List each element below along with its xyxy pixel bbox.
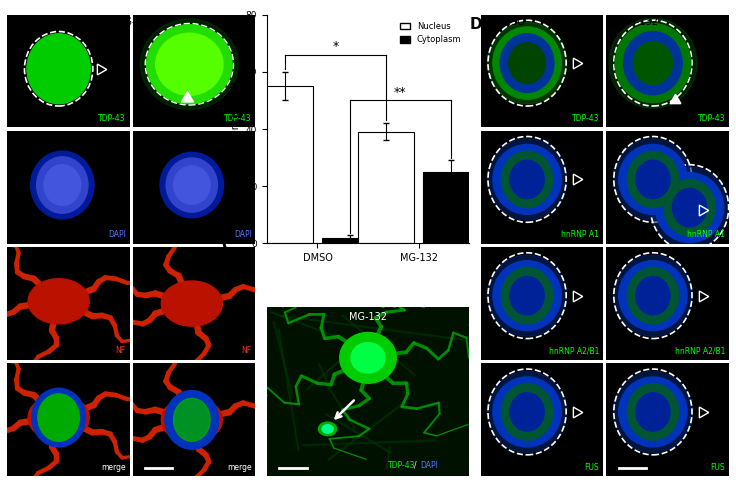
- Ellipse shape: [487, 255, 567, 336]
- Ellipse shape: [650, 167, 729, 248]
- Ellipse shape: [613, 139, 693, 220]
- Ellipse shape: [509, 43, 545, 84]
- Ellipse shape: [615, 24, 691, 103]
- Ellipse shape: [634, 42, 673, 85]
- Text: A: A: [11, 17, 23, 32]
- Text: B: B: [221, 17, 233, 32]
- Ellipse shape: [493, 144, 562, 214]
- Ellipse shape: [174, 399, 210, 441]
- Text: D: D: [470, 17, 482, 32]
- Ellipse shape: [623, 32, 682, 95]
- Ellipse shape: [493, 27, 562, 99]
- Ellipse shape: [156, 33, 223, 95]
- Ellipse shape: [319, 422, 336, 435]
- Ellipse shape: [510, 160, 544, 199]
- Ellipse shape: [627, 384, 679, 440]
- Ellipse shape: [44, 165, 81, 206]
- Ellipse shape: [510, 393, 544, 431]
- Text: DAPI: DAPI: [108, 230, 126, 239]
- Text: TDP-43: TDP-43: [698, 114, 725, 123]
- Ellipse shape: [165, 390, 219, 449]
- Ellipse shape: [636, 160, 670, 199]
- Text: MG-132: MG-132: [620, 17, 658, 27]
- Ellipse shape: [619, 260, 687, 330]
- Ellipse shape: [664, 179, 715, 236]
- Text: /: /: [414, 461, 417, 469]
- Ellipse shape: [636, 277, 670, 315]
- Polygon shape: [161, 281, 222, 326]
- Ellipse shape: [627, 151, 679, 208]
- Ellipse shape: [609, 18, 697, 108]
- Text: DMSO: DMSO: [495, 17, 525, 27]
- Ellipse shape: [487, 139, 567, 220]
- Ellipse shape: [27, 34, 91, 104]
- Text: NF: NF: [116, 347, 126, 355]
- Text: merge: merge: [102, 463, 126, 472]
- Text: *: *: [333, 40, 339, 53]
- Ellipse shape: [619, 144, 687, 214]
- Bar: [322, 238, 378, 243]
- Text: hnRNP A1: hnRNP A1: [562, 230, 599, 239]
- Y-axis label: Fluorescence (AFU): Fluorescence (AFU): [230, 82, 240, 176]
- Ellipse shape: [501, 151, 553, 208]
- Bar: [257, 86, 314, 243]
- Ellipse shape: [493, 377, 562, 447]
- Text: TDP-43: TDP-43: [388, 461, 416, 469]
- Bar: [422, 172, 479, 243]
- Ellipse shape: [146, 25, 232, 104]
- Ellipse shape: [160, 152, 224, 218]
- Text: hnRNP A1: hnRNP A1: [687, 230, 725, 239]
- Text: merge: merge: [227, 463, 252, 472]
- Text: TDP-43: TDP-43: [99, 114, 126, 123]
- Text: **: **: [394, 86, 406, 99]
- Ellipse shape: [487, 22, 567, 104]
- Text: DAPI: DAPI: [420, 461, 439, 469]
- Text: hnRNP A2/B1: hnRNP A2/B1: [675, 347, 725, 355]
- Ellipse shape: [487, 371, 567, 452]
- Text: NF: NF: [241, 347, 252, 355]
- Ellipse shape: [38, 394, 79, 441]
- Ellipse shape: [627, 267, 679, 324]
- Ellipse shape: [673, 189, 707, 227]
- Legend: Nucleus, Cytoplasm: Nucleus, Cytoplasm: [397, 19, 465, 48]
- Ellipse shape: [493, 260, 562, 330]
- Text: MG-132: MG-132: [116, 17, 154, 27]
- Ellipse shape: [636, 393, 670, 431]
- Ellipse shape: [613, 371, 693, 452]
- Ellipse shape: [510, 277, 544, 315]
- Polygon shape: [351, 343, 385, 373]
- Ellipse shape: [501, 267, 553, 324]
- Polygon shape: [340, 332, 396, 383]
- Ellipse shape: [174, 166, 210, 204]
- Polygon shape: [161, 397, 222, 442]
- Ellipse shape: [501, 384, 553, 440]
- Polygon shape: [28, 279, 89, 324]
- Ellipse shape: [166, 158, 217, 212]
- Polygon shape: [28, 395, 89, 440]
- Ellipse shape: [31, 151, 94, 219]
- Ellipse shape: [500, 34, 554, 92]
- Ellipse shape: [619, 377, 687, 447]
- Ellipse shape: [322, 425, 333, 433]
- Ellipse shape: [141, 19, 238, 109]
- Text: C: C: [221, 238, 232, 253]
- Text: FUS: FUS: [584, 463, 599, 472]
- Ellipse shape: [655, 173, 723, 243]
- Text: MG-132: MG-132: [349, 312, 387, 322]
- Text: TDP-43: TDP-43: [572, 114, 599, 123]
- Text: DAPI: DAPI: [234, 230, 252, 239]
- Text: FUS: FUS: [710, 463, 725, 472]
- Text: hnRNP A2/B1: hnRNP A2/B1: [549, 347, 599, 355]
- Ellipse shape: [613, 255, 693, 336]
- Bar: [358, 132, 414, 243]
- Ellipse shape: [37, 157, 88, 213]
- Text: TDP-43: TDP-43: [224, 114, 252, 123]
- Ellipse shape: [32, 388, 85, 447]
- Text: DMSO: DMSO: [38, 17, 68, 27]
